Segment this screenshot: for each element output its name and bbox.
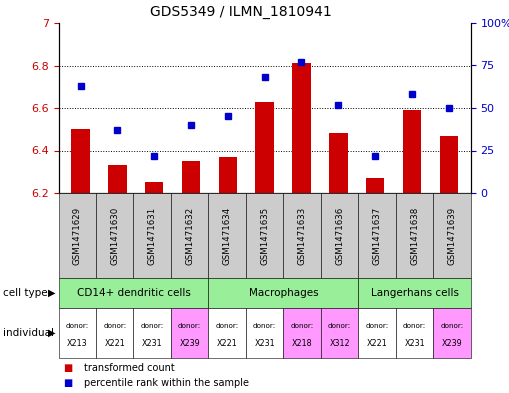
Bar [440, 136, 458, 193]
Bar [71, 129, 90, 193]
Text: donor:: donor: [440, 323, 464, 329]
Text: GSM1471631: GSM1471631 [148, 206, 157, 264]
Bar [256, 102, 274, 193]
Text: donor:: donor: [216, 323, 239, 329]
Bar [292, 63, 310, 193]
Text: GSM1471633: GSM1471633 [298, 206, 306, 264]
Text: X213: X213 [67, 340, 88, 349]
Text: donor:: donor: [328, 323, 351, 329]
Bar [108, 165, 127, 193]
Text: donor:: donor: [103, 323, 126, 329]
Text: Langerhans cells: Langerhans cells [371, 288, 459, 298]
Text: donor:: donor: [365, 323, 389, 329]
Bar [366, 178, 384, 193]
Text: GDS5349 / ILMN_1810941: GDS5349 / ILMN_1810941 [150, 5, 331, 19]
Bar [219, 157, 237, 193]
Text: donor:: donor: [291, 323, 314, 329]
Text: percentile rank within the sample: percentile rank within the sample [84, 378, 249, 388]
Text: ▶: ▶ [48, 328, 56, 338]
Text: X221: X221 [217, 340, 238, 349]
Text: individual: individual [3, 328, 53, 338]
Text: donor:: donor: [253, 323, 276, 329]
Text: X239: X239 [442, 340, 463, 349]
Text: X221: X221 [367, 340, 387, 349]
Text: GSM1471637: GSM1471637 [373, 206, 382, 264]
Text: GSM1471630: GSM1471630 [110, 206, 119, 264]
Text: donor:: donor: [403, 323, 426, 329]
Text: X239: X239 [179, 340, 200, 349]
Text: GSM1471635: GSM1471635 [260, 206, 269, 264]
Text: X231: X231 [254, 340, 275, 349]
Text: GSM1471638: GSM1471638 [410, 206, 419, 264]
Text: ■: ■ [64, 378, 73, 388]
Bar [182, 161, 200, 193]
Text: cell type: cell type [3, 288, 47, 298]
Text: GSM1471634: GSM1471634 [223, 206, 232, 264]
Text: X231: X231 [142, 340, 162, 349]
Bar [145, 182, 163, 193]
Text: GSM1471629: GSM1471629 [73, 206, 82, 264]
Text: donor:: donor: [140, 323, 164, 329]
Text: Macrophages: Macrophages [248, 288, 318, 298]
Text: GSM1471639: GSM1471639 [447, 206, 457, 264]
Text: ▶: ▶ [48, 288, 56, 298]
Text: X221: X221 [104, 340, 125, 349]
Text: ■: ■ [64, 363, 73, 373]
Text: transformed count: transformed count [84, 363, 175, 373]
Text: donor:: donor: [178, 323, 202, 329]
Bar [403, 110, 421, 193]
Text: CD14+ dendritic cells: CD14+ dendritic cells [76, 288, 190, 298]
Text: GSM1471636: GSM1471636 [335, 206, 344, 264]
Text: X231: X231 [404, 340, 425, 349]
Text: donor:: donor: [66, 323, 89, 329]
Text: X312: X312 [329, 340, 350, 349]
Text: X218: X218 [292, 340, 313, 349]
Bar [329, 134, 348, 193]
Text: GSM1471632: GSM1471632 [185, 206, 194, 264]
